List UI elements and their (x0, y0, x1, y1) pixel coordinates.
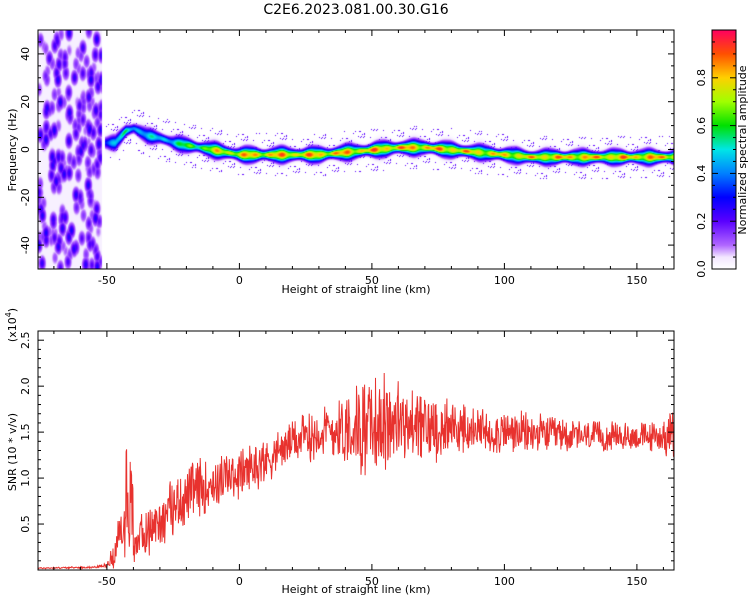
spectrogram-x-tick-label: 0 (236, 274, 243, 287)
spectrogram-x-tick-label: 100 (494, 274, 515, 287)
spectrogram-y-tick-label: -20 (19, 188, 32, 206)
snr-y-multiplier-close: ) (6, 308, 19, 312)
snr-y-multiplier-exponent: 4 (4, 312, 13, 317)
colorbar-tick-label: 0.2 (695, 212, 708, 230)
snr-y-ticks: 0.5 1.0 1.5 2.0 2.5 (19, 330, 674, 571)
snr-y-tick-label: 1.5 (19, 423, 32, 441)
spectrogram-x-tick-label: 50 (365, 274, 379, 287)
snr-y-tick-label: 2.0 (19, 377, 32, 395)
spectrogram-x-ticks: -50 0 50 100 150 (53, 30, 664, 287)
snr-series-line (37, 372, 675, 571)
snr-panel: -50 0 50 100 150 0.5 1.0 1.5 2.0 2.5 Height of s… (4, 308, 675, 596)
spectrogram-panel: -50 0 50 100 150 -40 -20 0 20 40 Height of strai… (6, 29, 675, 296)
snr-y-multiplier: (x104) (4, 308, 19, 342)
snr-x-tick-label: 150 (626, 575, 647, 588)
colorbar-tick-label: 0.8 (695, 69, 708, 87)
snr-y-tick-label: 0.5 (19, 515, 32, 533)
spectrogram-x-tick-label: 150 (626, 274, 647, 287)
spectrogram-y-tick-label: 40 (19, 47, 32, 61)
figure-title: C2E6.2023.081.00.30.G16 (263, 2, 448, 18)
colorbar-tick-label: 0.6 (695, 117, 708, 135)
snr-x-tick-label: 50 (365, 575, 379, 588)
snr-y-label: SNR (10 * v/v) (6, 413, 19, 491)
snr-x-tick-label: 100 (494, 575, 515, 588)
spectrogram-x-label: Height of straight line (km) (281, 283, 430, 296)
spectrogram-heatmap (38, 30, 674, 269)
snr-x-tick-label: -50 (98, 575, 116, 588)
colorbar-gradient (711, 29, 737, 270)
spectrogram-y-label: Frequency (Hz) (6, 109, 19, 192)
snr-y-multiplier-base: (x10 (6, 317, 19, 342)
snr-y-tick-label: 1.0 (19, 469, 32, 487)
spectrogram-y-tick-label: 20 (19, 95, 32, 109)
spectrogram-y-ticks: -40 -20 0 20 40 (19, 29, 674, 270)
colorbar: 0.0 0.2 0.4 0.6 0.8 Normalized spectral ampl… (695, 29, 749, 278)
colorbar-tick-label: 0.4 (695, 165, 708, 183)
snr-y-tick-label: 2.5 (19, 331, 32, 349)
colorbar-tick-label: 0.0 (695, 260, 708, 278)
snr-x-ticks: -50 0 50 100 150 (53, 331, 664, 588)
spectrogram-y-tick-label: -40 (19, 236, 32, 254)
spectrogram-y-tick-label: 0 (19, 146, 32, 153)
colorbar-label: Normalized spectral amplitude (736, 65, 749, 234)
snr-x-label: Height of straight line (km) (281, 583, 430, 596)
colorbar-ticks: 0.0 0.2 0.4 0.6 0.8 (695, 29, 736, 278)
snr-x-tick-label: 0 (236, 575, 243, 588)
spectrogram-x-tick-label: -50 (98, 274, 116, 287)
